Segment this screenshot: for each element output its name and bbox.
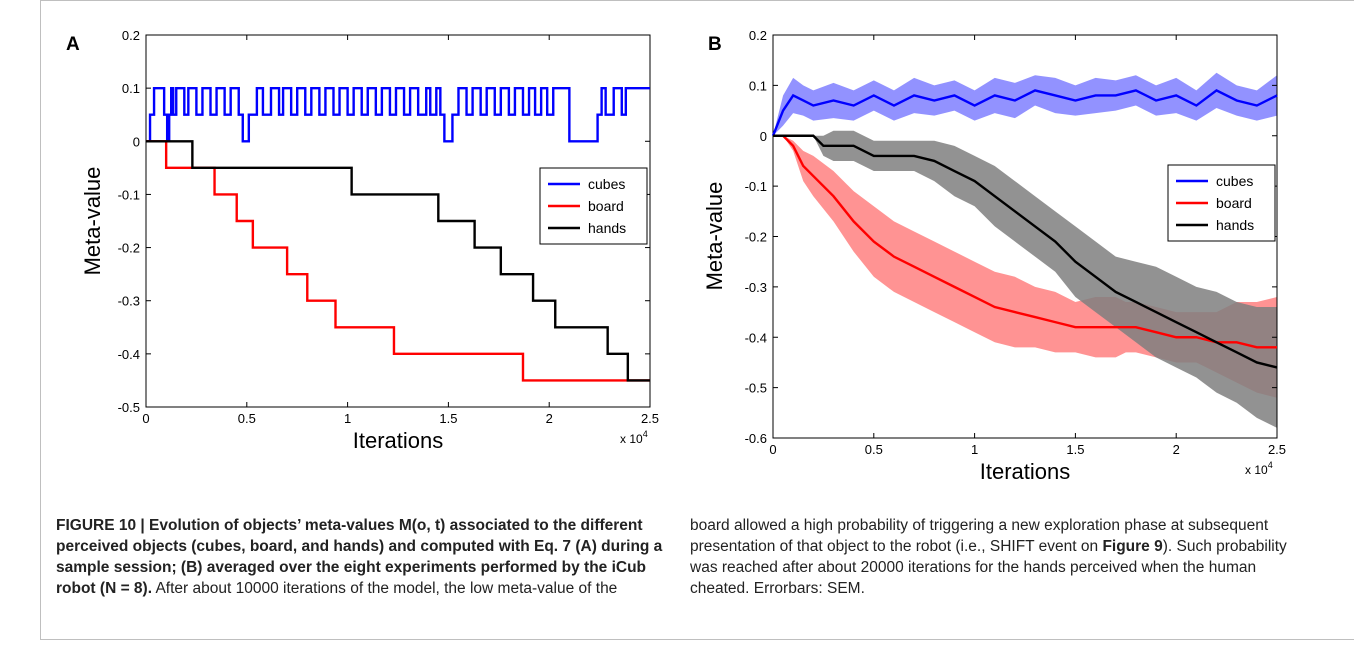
- panel-a-axes-box: [145, 34, 651, 408]
- panel-a-xtick-label: 0.5: [238, 411, 256, 426]
- panel-a-label: A: [66, 34, 80, 55]
- panel-b-xtick-label: 0.5: [865, 442, 883, 457]
- panel-a-ytick-label: -0.5: [118, 400, 140, 415]
- panel-a-x-multiplier-exp: 4: [643, 429, 648, 439]
- panel-b-ytick-label: -0.4: [745, 330, 767, 345]
- panel-b-x-multiplier-base: x 10: [1245, 463, 1268, 477]
- panel-b-line-cubes: [771, 89, 1278, 137]
- panel-b-label: B: [708, 34, 722, 55]
- panel-a-legend: cubes board hands: [539, 167, 648, 245]
- panel-a-ylabel: Meta-value: [80, 167, 105, 276]
- panel-b-legend-label-cubes: cubes: [1216, 173, 1253, 189]
- panel-a-xtick-label: 1.5: [439, 411, 457, 426]
- panel-b-x-multiplier-exp: 4: [1268, 460, 1273, 470]
- panel-a-xtick-label: 0: [142, 411, 149, 426]
- panel-b-xtick-label: 2: [1173, 442, 1180, 457]
- panel-a-legend-label-board: board: [588, 198, 624, 214]
- panel-b-xtick-label: 2.5: [1268, 442, 1286, 457]
- panel-a-lines: [146, 86, 650, 382]
- panel-b-ytick-label: -0.3: [745, 280, 767, 295]
- panel-a-legend-label-cubes: cubes: [588, 176, 625, 192]
- panel-b-ytick-label: -0.5: [745, 381, 767, 396]
- caption-right-text-2: ). Such probability was reached after ab…: [690, 538, 1287, 597]
- panel-b-legend-label-board: board: [1216, 195, 1252, 211]
- panel-b-band-hands: [773, 130, 1277, 428]
- panel-a-xlabel: Iterations: [353, 428, 444, 453]
- caption-left: FIGURE 10 | Evolution of objects’ meta-v…: [56, 515, 666, 599]
- caption-figure-ref[interactable]: Figure 9: [1102, 538, 1163, 555]
- panel-a-ytick-label: -0.2: [118, 241, 140, 256]
- panel-b-xlabel: Iterations: [980, 459, 1071, 484]
- panel-a-legend-label-hands: hands: [588, 220, 626, 236]
- panel-a-ytick-label: 0: [133, 134, 140, 149]
- panel-a-ytick-label: 0.2: [122, 28, 140, 43]
- caption-right: board allowed a high probability of trig…: [690, 515, 1310, 599]
- caption-right-text-1: board allowed a high probability of trig…: [690, 517, 1269, 555]
- panel-b-ytick-label: -0.1: [745, 179, 767, 194]
- panel-a-ytick-label: 0.1: [122, 81, 140, 96]
- panel-a-line-hands: [146, 140, 650, 382]
- panel-b-xtick-label: 1.5: [1066, 442, 1084, 457]
- panel-b-ytick-label: -0.6: [745, 431, 767, 446]
- panel-a-xtick-label: 2: [546, 411, 553, 426]
- panel-b-line-board: [773, 134, 1277, 349]
- panel-a-x-multiplier: x 104: [620, 429, 648, 446]
- panel-b-ylabel: Meta-value: [702, 182, 727, 291]
- panel-b-lines: [771, 89, 1278, 369]
- panel-a-line-cubes: [146, 86, 650, 143]
- panel-b-band-cubes: [773, 72, 1277, 136]
- panel-a-x-multiplier-base: x 10: [620, 432, 643, 446]
- panel-b-xtick-label: 0: [769, 442, 776, 457]
- panel-b-legend: cubes board hands: [1167, 164, 1276, 242]
- panel-b-legend-label-hands: hands: [1216, 217, 1254, 233]
- panel-a: A 0 0.5 1 1.5 2 2.5 -0.5 -0.4 -0.3 -0.2 -0.1 0 0.1 0.…: [66, 28, 659, 453]
- panel-b-xtick-label: 1: [971, 442, 978, 457]
- panel-a-xtick-label: 2.5: [641, 411, 659, 426]
- panel-b: B 0 0.5 1 1.5 2 2.5-0.6-0.5-0.4-0.3-0.2-0.100…: [702, 28, 1286, 484]
- figure-frame: [40, 0, 1354, 640]
- panel-a-ytick-label: -0.4: [118, 347, 140, 362]
- panel-a-xtick-label: 1: [344, 411, 351, 426]
- panel-b-ytick-label: -0.2: [745, 230, 767, 245]
- caption-left-text: After about 10000 iterations of the mode…: [155, 580, 618, 597]
- panel-b-ytick-label: 0.1: [749, 78, 767, 93]
- caption-title: FIGURE 10 | Evolution of objects’ meta-v…: [56, 517, 663, 597]
- panel-b-ticks: 0 0.5 1 1.5 2 2.5 -0.6 -0.5 -0.4 -0.3 -0.2 -0.1 0 0.1…: [745, 28, 1286, 457]
- panel-a-ytick-label: -0.1: [118, 187, 140, 202]
- panel-b-bands: [773, 72, 1277, 428]
- panel-b-ytick-label: 0.2: [749, 28, 767, 43]
- panel-b-x-multiplier: x 104: [1245, 460, 1273, 477]
- panel-b-ytick-label: 0: [760, 129, 767, 144]
- panel-b-line-hands: [773, 134, 1278, 369]
- figure-charts: A 0 0.5 1 1.5 2 2.5 -0.5 -0.4 -0.3 -0.2 -0.1 0 0.1 0.…: [66, 28, 1286, 484]
- panel-a-ticks: 0 0.5 1 1.5 2 2.5 -0.5 -0.4 -0.3 -0.2 -0.1 0 0.1 0.2: [118, 28, 659, 426]
- panel-a-ytick-label: -0.3: [118, 294, 140, 309]
